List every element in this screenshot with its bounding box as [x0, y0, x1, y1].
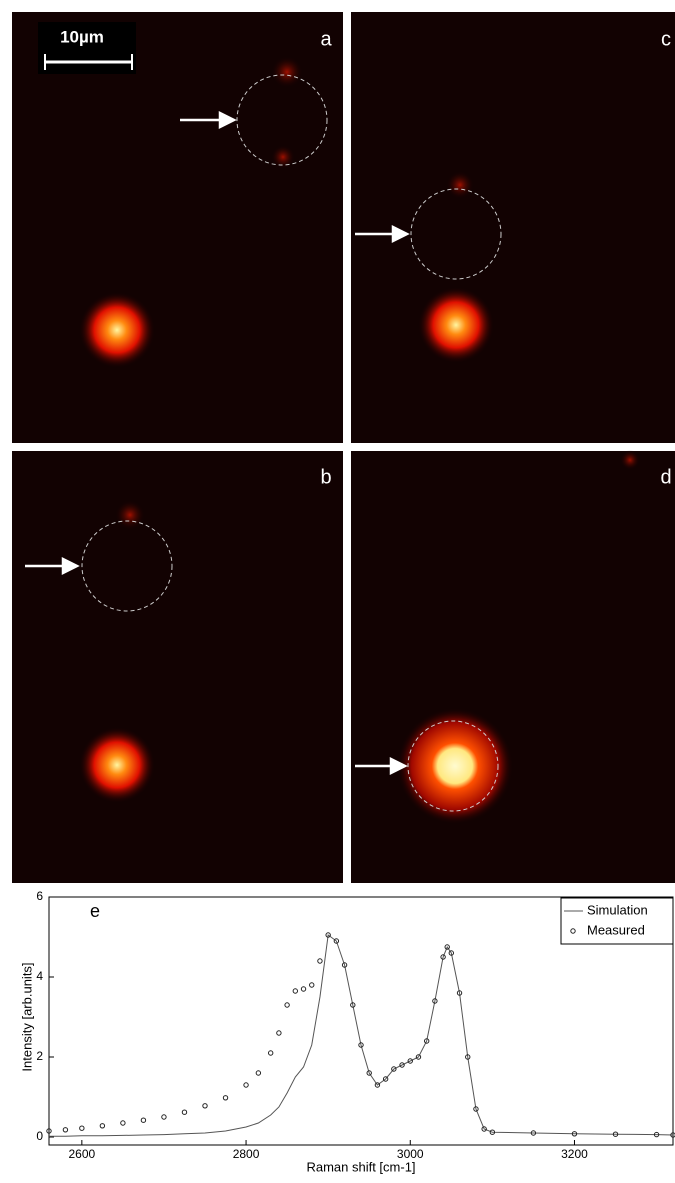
panel-label: c	[661, 28, 671, 50]
spot	[620, 450, 640, 470]
x-tick-label: 3200	[561, 1147, 588, 1161]
chart-label: e	[90, 901, 100, 921]
panel-c	[351, 12, 675, 443]
data-point	[310, 983, 314, 987]
panel-label: a	[320, 28, 332, 50]
panel-label: d	[660, 466, 671, 488]
spot	[271, 145, 295, 169]
figure: 10µm a c b d e Raman shift [cm-1] Intens…	[0, 0, 675, 1178]
chart: e Raman shift [cm-1] Intensity [arb.unit…	[19, 889, 675, 1174]
y-tick-label: 6	[36, 889, 43, 903]
panel-b	[12, 451, 343, 883]
data-point	[162, 1115, 166, 1119]
x-axis-label: Raman shift [cm-1]	[306, 1159, 415, 1174]
panels: 10µm a c b d	[12, 12, 675, 883]
data-point	[80, 1126, 84, 1130]
legend-label: Simulation	[587, 902, 648, 917]
data-point	[285, 1003, 289, 1007]
spot	[397, 708, 513, 824]
panel-d	[351, 451, 675, 883]
spot	[271, 56, 303, 88]
spot	[79, 292, 155, 368]
data-point	[301, 987, 305, 991]
data-point	[63, 1128, 67, 1132]
data-point	[141, 1118, 145, 1122]
data-point	[318, 959, 322, 963]
y-tick-label: 4	[36, 969, 43, 983]
data-point	[223, 1096, 227, 1100]
panel-label: b	[320, 466, 331, 488]
x-tick-label: 2800	[233, 1147, 260, 1161]
x-tick-label: 2600	[68, 1147, 95, 1161]
data-point	[182, 1110, 186, 1114]
y-axis-label: Intensity [arb.units]	[19, 962, 34, 1071]
spot	[115, 500, 145, 530]
x-tick-label: 3000	[397, 1147, 424, 1161]
data-point	[203, 1104, 207, 1108]
series-line	[49, 935, 673, 1136]
y-tick-label: 2	[36, 1049, 43, 1063]
y-tick-label: 0	[36, 1129, 43, 1143]
data-point	[277, 1031, 281, 1035]
spot	[418, 287, 494, 363]
data-point	[100, 1124, 104, 1128]
data-point	[293, 989, 297, 993]
scale-bar-label: 10µm	[60, 27, 104, 46]
legend-label: Measured	[587, 922, 645, 937]
data-point	[244, 1083, 248, 1087]
spot	[79, 727, 155, 803]
data-point	[268, 1051, 272, 1055]
data-point	[256, 1071, 260, 1075]
data-point	[121, 1121, 125, 1125]
spot	[446, 171, 474, 199]
